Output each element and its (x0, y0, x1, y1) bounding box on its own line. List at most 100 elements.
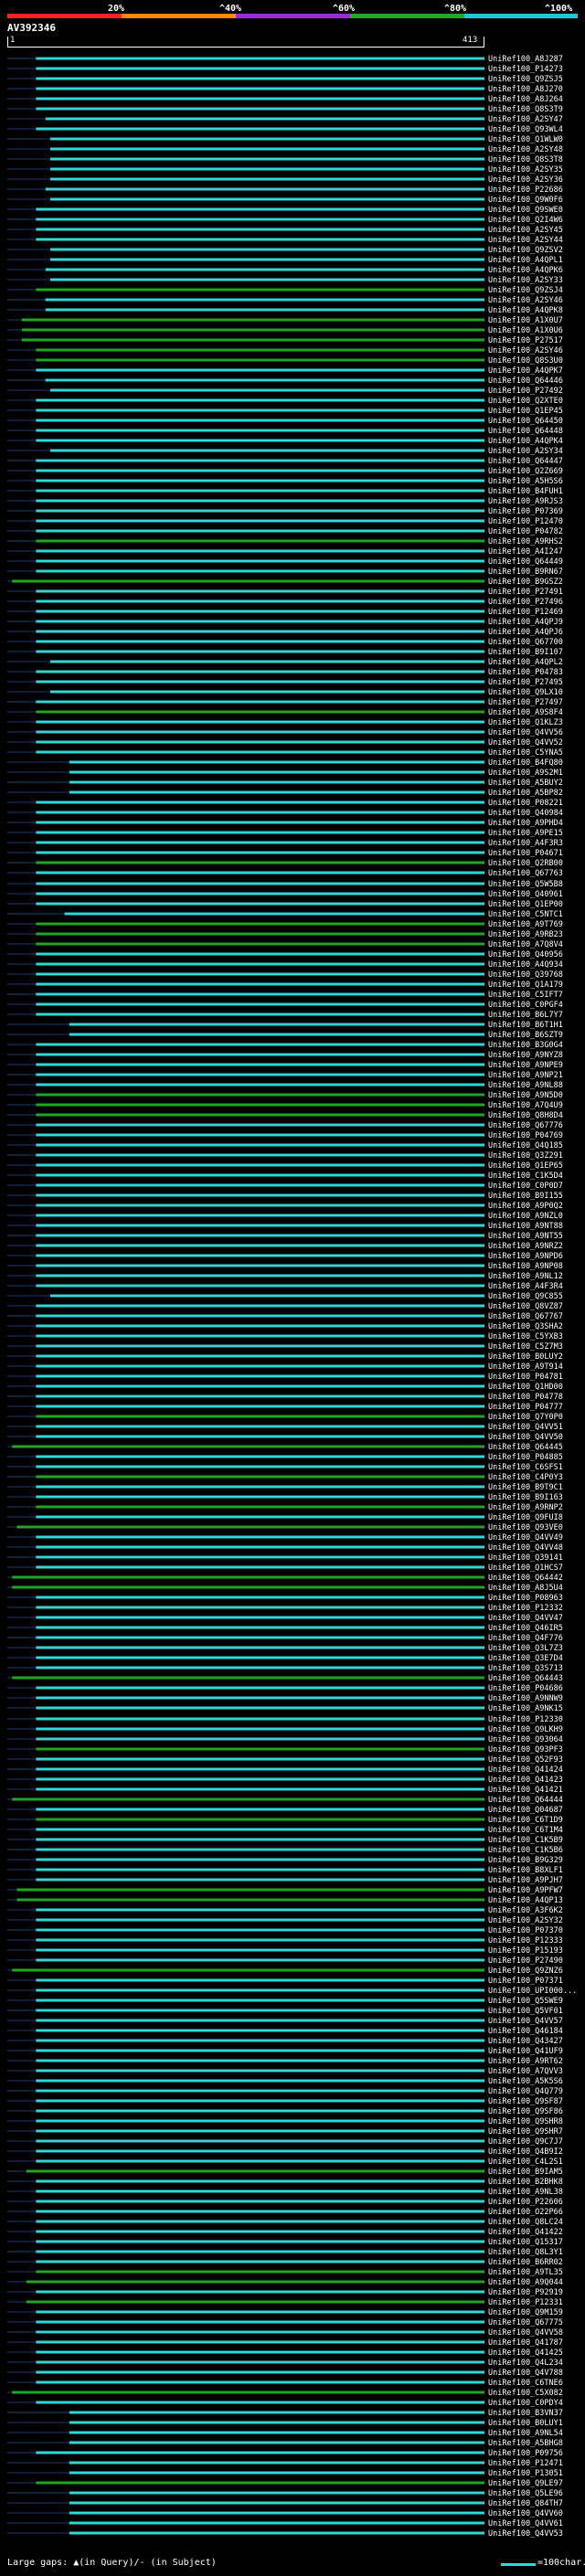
hit-label[interactable]: UniRef100_A8J5U4 (488, 1584, 563, 1593)
hit-row[interactable]: UniRef100_A4QPK6 (7, 266, 563, 275)
hit-label[interactable]: UniRef100_Q9W0F6 (488, 196, 563, 205)
hit-label[interactable]: UniRef100_A2SY34 (488, 447, 563, 456)
hit-row[interactable]: UniRef100_A4I247 (7, 547, 563, 557)
hit-row[interactable]: UniRef100_P07369 (7, 507, 563, 516)
hit-row[interactable]: UniRef100_C5Z7M3 (7, 1342, 563, 1352)
hit-row[interactable]: UniRef100_Q4L234 (7, 2359, 563, 2368)
hit-label[interactable]: UniRef100_Q8L3Y1 (488, 2248, 563, 2257)
hit-label[interactable]: UniRef100_A5H5S6 (488, 477, 563, 486)
hit-row[interactable]: UniRef100_A8J264 (7, 95, 563, 104)
hit-label[interactable]: UniRef100_Q8S3U0 (488, 356, 563, 366)
hit-row[interactable]: UniRef100_A2SY46 (7, 296, 563, 305)
hit-row[interactable]: UniRef100_O22P66 (7, 2208, 563, 2217)
hit-row[interactable]: UniRef100_Q41423 (7, 1776, 563, 1785)
hit-label[interactable]: UniRef100_A9S2M1 (488, 769, 563, 778)
hit-row[interactable]: UniRef100_A9NP08 (7, 1262, 563, 1271)
hit-row[interactable]: UniRef100_Q41422 (7, 2228, 563, 2237)
hit-label[interactable]: UniRef100_A2SY47 (488, 115, 563, 124)
hit-row[interactable]: UniRef100_Q1HD00 (7, 1383, 563, 1392)
hit-row[interactable]: UniRef100_A9TL35 (7, 2268, 563, 2277)
hit-label[interactable]: UniRef100_Q9C7J7 (488, 2137, 563, 2147)
hit-row[interactable]: UniRef100_Q93WL4 (7, 125, 563, 134)
hit-label[interactable]: UniRef100_P12469 (488, 608, 563, 617)
hit-row[interactable]: UniRef100_Q64444 (7, 1796, 563, 1805)
hit-row[interactable]: UniRef100_Q67776 (7, 1121, 563, 1130)
hit-row[interactable]: UniRef100_A8J5U4 (7, 1584, 563, 1593)
hit-label[interactable]: UniRef100_C1K5B9 (488, 1836, 563, 1845)
hit-label[interactable]: UniRef100_B8XLF1 (488, 1866, 563, 1875)
hit-row[interactable]: UniRef100_A9N5D0 (7, 1091, 563, 1100)
hit-label[interactable]: UniRef100_Q4Q185 (488, 1141, 563, 1150)
hit-row[interactable]: UniRef100_A4QPK7 (7, 366, 563, 376)
hit-row[interactable]: UniRef100_P09756 (7, 2449, 563, 2458)
hit-row[interactable]: UniRef100_Q4Q185 (7, 1141, 563, 1150)
hit-row[interactable]: UniRef100_Q1EP65 (7, 1161, 563, 1171)
hit-label[interactable]: UniRef100_P27497 (488, 698, 563, 707)
hit-label[interactable]: UniRef100_A4F3R3 (488, 839, 563, 848)
hit-label[interactable]: UniRef100_P27517 (488, 336, 563, 345)
hit-label[interactable]: UniRef100_P27490 (488, 1956, 563, 1966)
hit-row[interactable]: UniRef100_Q8S3T9 (7, 105, 563, 114)
hit-label[interactable]: UniRef100_Q1EP45 (488, 407, 563, 416)
hit-label[interactable]: UniRef100_A4QPK4 (488, 437, 563, 446)
hit-label[interactable]: UniRef100_A4QPK8 (488, 306, 563, 315)
hit-label[interactable]: UniRef100_B2BHK8 (488, 2178, 563, 2187)
hit-row[interactable]: UniRef100_A4QPL1 (7, 256, 563, 265)
hit-label[interactable]: UniRef100_P04782 (488, 527, 563, 536)
hit-label[interactable]: UniRef100_C4L2S1 (488, 2157, 563, 2167)
hit-label[interactable]: UniRef100_A9PHD4 (488, 819, 563, 828)
hit-row[interactable]: UniRef100_Q9SWE0 (7, 206, 563, 215)
hit-row[interactable]: UniRef100_Q1KLZ3 (7, 718, 563, 727)
hit-row[interactable]: UniRef100_Q64443 (7, 1674, 563, 1683)
hit-row[interactable]: UniRef100_Q3Z291 (7, 1151, 563, 1161)
hit-label[interactable]: UniRef100_A4QPK6 (488, 266, 563, 275)
hit-row[interactable]: UniRef100_Q9SF86 (7, 2107, 563, 2116)
hit-label[interactable]: UniRef100_A4F3R4 (488, 1282, 563, 1291)
hit-label[interactable]: UniRef100_Q67700 (488, 638, 563, 647)
hit-row[interactable]: UniRef100_A9PE15 (7, 829, 563, 838)
hit-label[interactable]: UniRef100_Q64444 (488, 1796, 563, 1805)
hit-row[interactable]: UniRef100_Q40961 (7, 890, 563, 899)
hit-label[interactable]: UniRef100_Q3E7D4 (488, 1654, 563, 1663)
hit-label[interactable]: UniRef100_A9PE15 (488, 829, 563, 838)
hit-label[interactable]: UniRef100_C6TNE6 (488, 2379, 563, 2388)
hit-label[interactable]: UniRef100_Q41423 (488, 1776, 563, 1785)
hit-row[interactable]: UniRef100_Q8S3U0 (7, 356, 563, 366)
hit-label[interactable]: UniRef100_Q4VV57 (488, 2017, 563, 2026)
hit-row[interactable]: UniRef100_Q67767 (7, 1312, 563, 1321)
hit-row[interactable]: UniRef100_B9RN67 (7, 567, 563, 577)
hit-row[interactable]: UniRef100_P12471 (7, 2459, 563, 2468)
hit-label[interactable]: UniRef100_Q8LC24 (488, 2218, 563, 2227)
hit-row[interactable]: UniRef100_Q7Y0P0 (7, 1413, 563, 1422)
hit-label[interactable]: UniRef100_Q2I4W6 (488, 216, 563, 225)
hit-row[interactable]: UniRef100_A5BP82 (7, 789, 563, 798)
hit-row[interactable]: UniRef100_P13051 (7, 2469, 563, 2478)
hit-label[interactable]: UniRef100_A1X0U7 (488, 316, 563, 325)
hit-label[interactable]: UniRef100_C0PGF4 (488, 1001, 563, 1010)
hit-label[interactable]: UniRef100_P27492 (488, 387, 563, 396)
hit-label[interactable]: UniRef100_P08221 (488, 799, 563, 808)
hit-row[interactable]: UniRef100_Q4VV60 (7, 2509, 563, 2518)
hit-row[interactable]: UniRef100_A9RT62 (7, 2057, 563, 2066)
hit-row[interactable]: UniRef100_Q41424 (7, 1765, 563, 1775)
hit-label[interactable]: UniRef100_A1X0U6 (488, 326, 563, 335)
hit-row[interactable]: UniRef100_A9NL38 (7, 2188, 563, 2197)
hit-row[interactable]: UniRef100_Q41421 (7, 1786, 563, 1795)
hit-label[interactable]: UniRef100_Q41421 (488, 1786, 563, 1795)
hit-label[interactable]: UniRef100_C6SFS1 (488, 1463, 563, 1472)
hit-label[interactable]: UniRef100_A5K5S6 (488, 2077, 563, 2086)
hit-row[interactable]: UniRef100_B3G0G4 (7, 1041, 563, 1050)
hit-row[interactable]: UniRef100_Q15317 (7, 2238, 563, 2247)
hit-row[interactable]: UniRef100_C5X082 (7, 2389, 563, 2398)
hit-row[interactable]: UniRef100_P27497 (7, 698, 563, 707)
hit-row[interactable]: UniRef100_A9PFW7 (7, 1886, 563, 1895)
hit-label[interactable]: UniRef100_B0LUY1 (488, 2419, 563, 2428)
hit-row[interactable]: UniRef100_P04885 (7, 1453, 563, 1462)
hit-label[interactable]: UniRef100_Q9SHR8 (488, 2117, 563, 2126)
hit-label[interactable]: UniRef100_Q5LE96 (488, 2489, 563, 2498)
hit-label[interactable]: UniRef100_Q67776 (488, 1121, 563, 1130)
hit-label[interactable]: UniRef100_Q9SF86 (488, 2107, 563, 2116)
hit-row[interactable]: UniRef100_P04686 (7, 1684, 563, 1693)
hit-row[interactable]: UniRef100_Q64449 (7, 557, 563, 567)
hit-label[interactable]: UniRef100_B6T1H1 (488, 1021, 563, 1030)
